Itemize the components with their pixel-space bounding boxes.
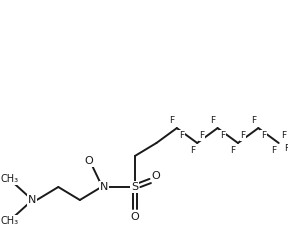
Text: N: N [100, 182, 109, 192]
Text: F: F [200, 131, 205, 140]
Text: O: O [130, 212, 139, 222]
Text: F: F [169, 116, 175, 125]
Text: O: O [85, 156, 93, 166]
Text: CH₃: CH₃ [1, 174, 19, 184]
Text: F: F [210, 116, 215, 125]
Text: O: O [151, 171, 160, 181]
Text: F: F [190, 146, 195, 155]
Text: F: F [220, 131, 225, 140]
Text: CH₃: CH₃ [1, 216, 19, 226]
Text: F: F [179, 131, 184, 140]
Text: N: N [28, 195, 36, 205]
Text: F: F [240, 131, 245, 140]
Text: F: F [251, 116, 256, 125]
Text: F: F [284, 144, 288, 153]
Text: S: S [131, 182, 139, 192]
Text: F: F [281, 131, 286, 140]
Text: F: F [261, 131, 266, 140]
Text: F: F [271, 146, 276, 155]
Text: F: F [230, 146, 236, 155]
